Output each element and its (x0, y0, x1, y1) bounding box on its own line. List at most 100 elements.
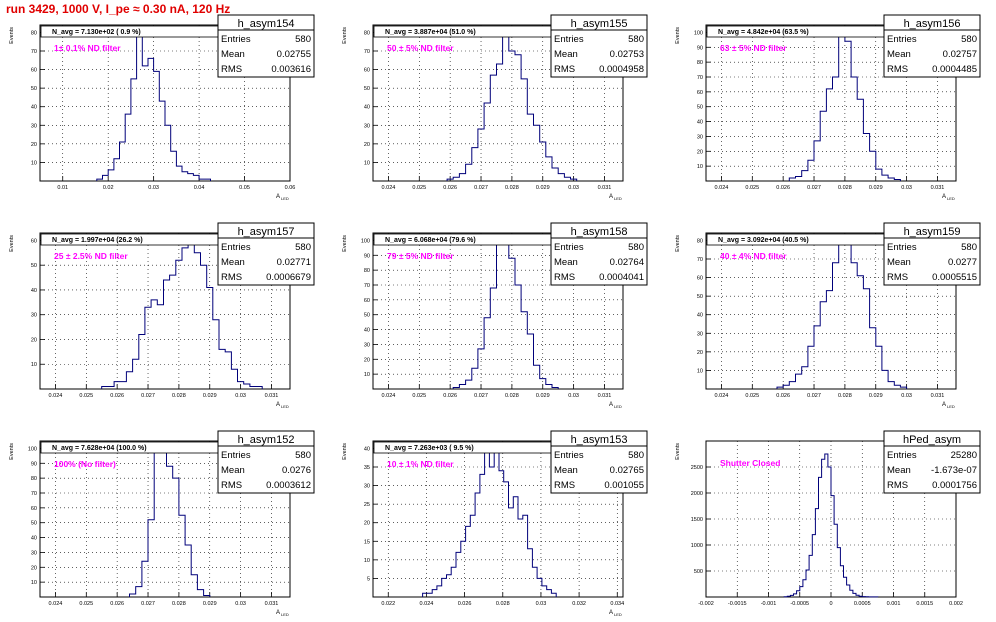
navg-label: N_avg = 7.130e+02 ( 0.9 %) (52, 29, 141, 36)
x-tick-label: 0.028 (838, 185, 852, 191)
stats-rms-value: 0.003616 (271, 64, 311, 75)
x-axis-title: A (276, 194, 280, 200)
y-tick-label: 10 (31, 362, 37, 368)
stats-mean-value: 0.0277 (948, 257, 977, 268)
y-tick-label: 20 (31, 142, 37, 148)
y-tick-label: 60 (31, 68, 37, 74)
y-tick-label: 100 (28, 446, 37, 452)
stats-rms-label: RMS (221, 64, 242, 75)
stats-entries-label: Entries (887, 242, 917, 253)
stats-entries-value: 580 (961, 34, 977, 45)
y-tick-label: 30 (364, 484, 370, 490)
y-tick-label: 70 (31, 491, 37, 497)
filter-annotation: 10 ± 1% ND filter (387, 459, 454, 469)
y-tick-label: 50 (364, 313, 370, 319)
x-tick-label: 0.031 (931, 393, 945, 399)
stats-mean-value: 0.02757 (943, 49, 977, 60)
y-tick-label: 90 (697, 45, 703, 51)
filter-annotation: 25 ± 2.5% ND filter (54, 251, 128, 261)
navg-label: N_avg = 7.628e+04 (100.0 %) (52, 445, 147, 452)
histogram-line (422, 447, 557, 597)
x-tick-label: 0.027 (474, 393, 488, 399)
y-tick-label: 30 (31, 550, 37, 556)
histogram-name: h_asym154 (238, 18, 295, 30)
x-tick-label: 0.029 (203, 601, 217, 607)
x-axis-title: A (609, 610, 613, 616)
stats-box (550, 14, 648, 78)
stats-entries-value: 580 (295, 242, 311, 253)
y-tick-label: 60 (364, 68, 370, 74)
y-tick-label: 20 (697, 149, 703, 155)
y-axis-title: Events (675, 27, 681, 44)
y-tick-label: 80 (364, 30, 370, 36)
y-tick-label: 15 (364, 539, 370, 545)
stats-rms-value: 0.0005515 (932, 272, 977, 283)
stats-box (217, 430, 315, 494)
stats-mean-value: 0.02765 (610, 465, 644, 476)
y-tick-label: 40 (31, 288, 37, 294)
stats-mean-label: Mean (221, 49, 245, 60)
y-tick-label: 2000 (691, 491, 703, 497)
x-tick-label: 0.026 (110, 601, 124, 607)
x-tick-label: 0.027 (807, 393, 821, 399)
x-tick-label: 0.024 (715, 393, 729, 399)
y-tick-label: 10 (697, 368, 703, 374)
x-axis-title: A (609, 402, 613, 408)
stats-rms-value: 0.0004041 (599, 272, 644, 283)
x-tick-label: 0.0005 (854, 601, 871, 607)
stats-mean-label: Mean (554, 465, 578, 476)
x-tick-label: 0.025 (79, 601, 93, 607)
y-tick-label: 60 (697, 276, 703, 282)
y-axis-title: Events (9, 235, 15, 252)
histogram-panel: 0.024 0.025 0.026 0.027 0.028 0.029 0.03 0.031 1… (675, 222, 981, 409)
x-axis-title-sub: LED (281, 196, 289, 201)
histogram-name: h_asym156 (904, 18, 961, 30)
x-axis-title-sub: LED (614, 612, 622, 617)
x-tick-label: 0.03 (568, 185, 579, 191)
stats-rms-value: 0.0001756 (932, 480, 977, 491)
histogram-line (101, 242, 263, 389)
stats-rms-value: 0.0006679 (266, 272, 311, 283)
x-tick-label: 0.02 (103, 185, 114, 191)
stats-entries-label: Entries (887, 34, 917, 45)
x-tick-label: 0.0015 (916, 601, 933, 607)
x-tick-label: 0.034 (610, 601, 624, 607)
x-tick-label: 0.027 (807, 185, 821, 191)
stats-rms-label: RMS (887, 64, 908, 75)
x-tick-label: 0.03 (148, 185, 159, 191)
x-tick-label: 0.029 (869, 393, 883, 399)
x-tick-label: 0.024 (715, 185, 729, 191)
x-axis-title: A (276, 610, 280, 616)
x-tick-label: 0.04 (194, 185, 205, 191)
filter-annotation: 50 ± 5% ND filter (387, 43, 454, 53)
x-axis-title-sub: LED (281, 612, 289, 617)
y-tick-label: 90 (31, 461, 37, 467)
stats-rms-label: RMS (221, 272, 242, 283)
y-tick-label: 80 (697, 238, 703, 244)
x-tick-label: 0.028 (505, 185, 519, 191)
histogram-line (129, 442, 211, 597)
x-tick-label: 0.03 (235, 601, 246, 607)
navg-label: N_avg = 4.842e+04 (63.5 %) (718, 29, 809, 36)
x-tick-label: 0.025 (412, 185, 426, 191)
x-axis-title-sub: LED (947, 196, 955, 201)
page-title: run 3429, 1000 V, I_pe ≈ 0.30 nA, 120 Hz (6, 2, 231, 16)
x-tick-label: 0.029 (536, 393, 550, 399)
x-tick-label: 0.01 (57, 185, 68, 191)
stats-box (217, 222, 315, 286)
stats-rms-value: 0.001055 (604, 480, 644, 491)
x-tick-label: 0.03 (901, 185, 912, 191)
y-axis-title: Events (342, 235, 348, 252)
stats-box (883, 222, 981, 286)
y-tick-label: 10 (364, 558, 370, 564)
y-tick-label: 20 (364, 357, 370, 363)
x-tick-label: 0.03 (901, 393, 912, 399)
stats-mean-value: 0.02771 (277, 257, 311, 268)
x-tick-label: 0.031 (598, 185, 612, 191)
x-tick-label: 0.024 (382, 185, 396, 191)
x-axis-title: A (609, 194, 613, 200)
histogram-name: h_asym153 (571, 434, 628, 446)
navg-label: N_avg = 3.092e+04 (40.5 %) (718, 237, 809, 244)
stats-mean-label: Mean (554, 257, 578, 268)
y-tick-label: 70 (364, 283, 370, 289)
